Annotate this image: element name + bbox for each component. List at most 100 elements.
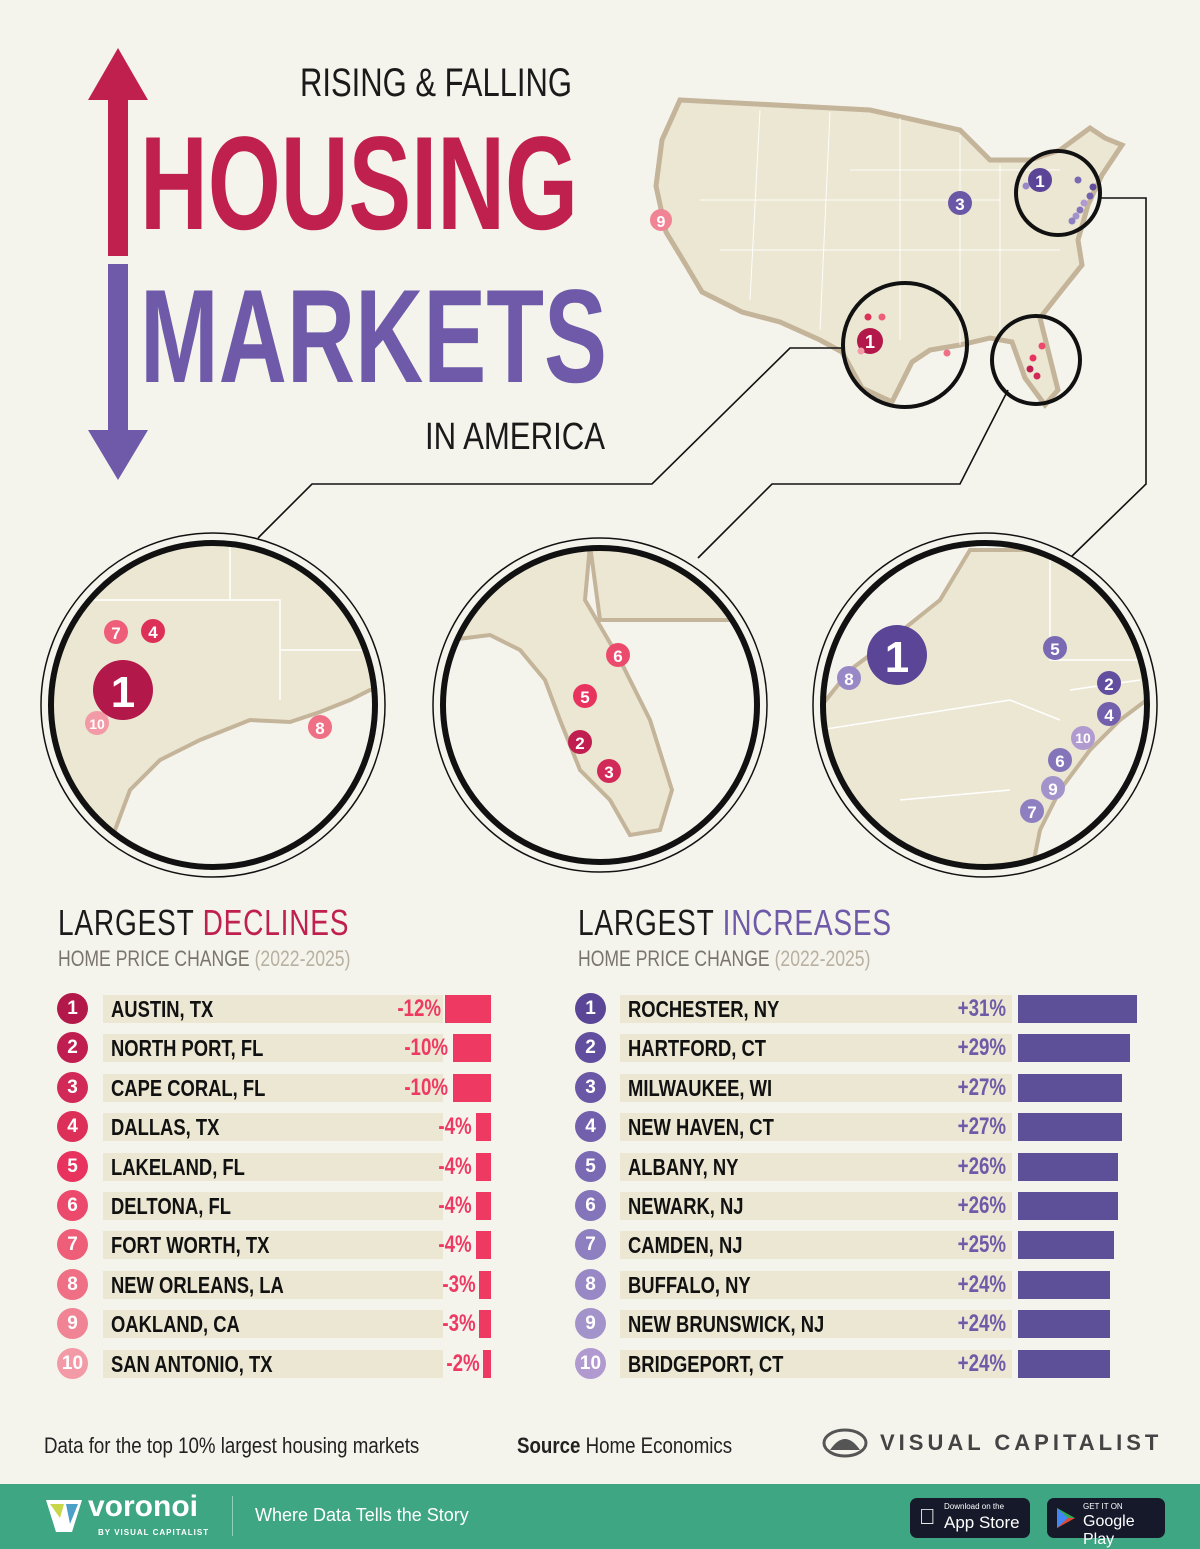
svg-text:8: 8: [315, 719, 324, 738]
declines-title-prefix: LARGEST: [58, 902, 203, 943]
bottom-bar: voronoi BY VISUAL CAPITALIST Where Data …: [0, 1484, 1200, 1549]
rank-badge: 7: [575, 1229, 606, 1261]
rank-badge: 9: [575, 1308, 606, 1340]
title-kicker: RISING & FALLING: [300, 61, 572, 105]
svg-text:3: 3: [604, 763, 613, 782]
title-housing: HOUSING: [140, 110, 578, 258]
title-suffix: IN AMERICA: [425, 416, 606, 458]
increases-title-highlight: INCREASES: [722, 902, 892, 943]
increases-title-prefix: LARGEST: [578, 902, 723, 943]
rank-badge: 3: [575, 1071, 606, 1103]
bar-row: 3 MILWAUKEE, WI +27%: [0, 1071, 1200, 1103]
row-background: [103, 1231, 443, 1260]
svg-text:8: 8: [844, 670, 853, 689]
google-play-small: GET IT ON: [1083, 1502, 1123, 1511]
row-background: [103, 1192, 443, 1220]
bar: [475, 1231, 491, 1260]
increases-title: LARGEST INCREASES: [578, 902, 892, 944]
source-value: Home Economics: [580, 1433, 733, 1458]
row-background: [103, 1034, 443, 1063]
row-background: [620, 1034, 1012, 1063]
bar-category-label: NEW BRUNSWICK, NJ: [628, 1311, 825, 1338]
row-background: [620, 1113, 1012, 1142]
bar-category-label: FORT WORTH, TX: [111, 1232, 270, 1259]
bar: [475, 1152, 491, 1181]
rank-badge: 8: [57, 1268, 88, 1300]
zoom-circle-northeast: 1 8 5 2 4 10 6 9 7: [812, 532, 1158, 878]
bar-value-label: -12%: [397, 995, 441, 1022]
svg-text:1: 1: [111, 668, 135, 717]
svg-text:5: 5: [580, 688, 589, 707]
bar-row: 1 AUSTIN, TX -12%: [0, 993, 1200, 1024]
bar: [1018, 1034, 1130, 1063]
row-background: [620, 1270, 1012, 1299]
bar-category-label: CAPE CORAL, FL: [111, 1074, 266, 1101]
rank-badge: 9: [57, 1308, 88, 1340]
bar: [1018, 1270, 1111, 1299]
bar: [452, 1073, 491, 1102]
bar-value-label: -3%: [442, 1270, 476, 1298]
bar-category-label: NEWARK, NJ: [628, 1193, 744, 1219]
map-graphic: 9 3 1 1 1 7 4 10 8 6 5 2: [40, 97, 1158, 878]
bar-category-label: OAKLAND, CA: [111, 1311, 240, 1338]
voronoi-logo: voronoi: [88, 1490, 198, 1523]
app-store-button[interactable]:  Download on the App Store: [910, 1498, 1030, 1538]
increases-subtitle-years: (2022-2025): [774, 946, 871, 971]
bar-category-label: MILWAUKEE, WI: [628, 1074, 773, 1101]
increases-subtitle: HOME PRICE CHANGE (2022-2025): [578, 946, 870, 972]
row-background: [620, 1073, 1012, 1102]
bar-row: 3 CAPE CORAL, FL -10%: [0, 1071, 1200, 1103]
svg-text:1: 1: [1035, 172, 1044, 191]
rank-badge: 5: [575, 1150, 606, 1182]
bar: [1018, 1113, 1122, 1142]
google-play-button[interactable]: GET IT ON Google Play: [1047, 1498, 1165, 1548]
rank-badge: 5: [57, 1150, 88, 1182]
svg-text:7: 7: [1027, 803, 1036, 822]
bar: [1018, 1192, 1119, 1220]
bar: [1018, 1073, 1122, 1102]
bar-row: 2 NORTH PORT, FL -10%: [0, 1032, 1200, 1064]
bar: [475, 1113, 491, 1142]
rank-badge: 6: [575, 1190, 606, 1221]
bar-row: 9 OAKLAND, CA -3%: [0, 1308, 1200, 1340]
svg-text:9: 9: [657, 214, 666, 231]
rank-badge: 8: [575, 1268, 606, 1300]
apple-icon: : [919, 1504, 936, 1530]
bar: [1018, 1349, 1111, 1378]
row-background: [103, 1349, 443, 1378]
declines-title-highlight: DECLINES: [202, 902, 350, 943]
rank-badge: 1: [575, 993, 606, 1024]
row-background: [620, 1231, 1012, 1260]
bar-category-label: CAMDEN, NJ: [628, 1232, 743, 1259]
google-play-icon: [1057, 1508, 1075, 1528]
bar-value-label: -3%: [442, 1310, 476, 1338]
bar-category-label: DALLAS, TX: [111, 1114, 220, 1141]
bar: [1018, 1152, 1119, 1181]
bar-category-label: ALBANY, NY: [628, 1153, 739, 1180]
divider: [232, 1496, 233, 1536]
us-map-markers: 9 3 1 1: [650, 168, 1097, 380]
bar-row: 7 FORT WORTH, TX -4%: [0, 1229, 1200, 1261]
brand-name: VISUAL CAPITALIST: [880, 1430, 1163, 1455]
connector-lines: [257, 197, 1147, 559]
bar-row: 1 ROCHESTER, NY +31%: [0, 993, 1200, 1024]
bar-category-label: DELTONA, FL: [111, 1193, 231, 1219]
svg-text:2: 2: [1104, 675, 1113, 694]
visual-capitalist-logo: VISUAL CAPITALIST: [822, 1428, 1162, 1458]
bar-category-label: NEW ORLEANS, LA: [111, 1271, 284, 1298]
bar-value-label: +27%: [957, 1113, 1006, 1141]
app-store-label: App Store: [944, 1513, 1020, 1532]
bar: [1018, 995, 1138, 1023]
up-arrow-icon: [88, 48, 148, 256]
voronoi-logo-icon: [46, 1500, 82, 1532]
row-background: [103, 1113, 443, 1142]
rank-badge: 1: [57, 993, 88, 1024]
rank-badge: 7: [57, 1229, 88, 1261]
bar-value-label: +24%: [957, 1349, 1006, 1377]
row-background: [620, 995, 1012, 1023]
bar-value-label: -4%: [438, 1231, 472, 1259]
declines-title: LARGEST DECLINES: [58, 902, 349, 944]
row-background: [620, 1310, 1012, 1339]
declines-subtitle-text: HOME PRICE CHANGE: [58, 946, 255, 971]
svg-text:6: 6: [613, 647, 622, 666]
